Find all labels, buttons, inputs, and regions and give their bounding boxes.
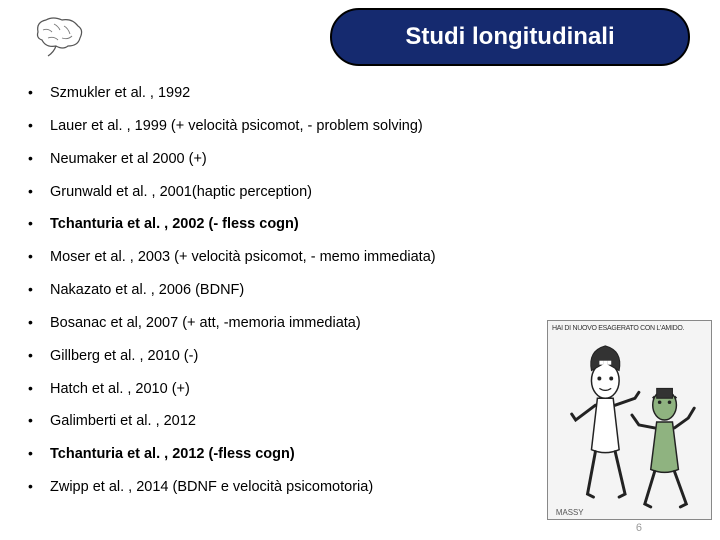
bullet-item: •Tchanturia et al. , 2002 (- fless cogn): [28, 215, 568, 234]
bullet-text: Szmukler et al. , 1992: [50, 84, 190, 103]
bullet-dot-icon: •: [28, 150, 50, 166]
bullet-dot-icon: •: [28, 380, 50, 396]
bullet-item: •Moser et al. , 2003 (+ velocità psicomo…: [28, 248, 568, 267]
cartoon-caption: HAI DI NUOVO ESAGERATO CON L'AMIDO.: [552, 325, 684, 332]
bullet-list: •Szmukler et al. , 1992•Lauer et al. , 1…: [28, 84, 568, 511]
bullet-dot-icon: •: [28, 412, 50, 428]
bullet-text: Nakazato et al. , 2006 (BDNF): [50, 281, 244, 300]
bullet-dot-icon: •: [28, 445, 50, 461]
bullet-dot-icon: •: [28, 248, 50, 264]
bullet-item: •Nakazato et al. , 2006 (BDNF): [28, 281, 568, 300]
bullet-item: •Tchanturia et al. , 2012 (-fless cogn): [28, 445, 568, 464]
bullet-dot-icon: •: [28, 215, 50, 231]
brain-logo: [28, 12, 93, 57]
bullet-dot-icon: •: [28, 281, 50, 297]
bullet-text: Neumaker et al 2000 (+): [50, 150, 207, 169]
bullet-item: •Galimberti et al. , 2012: [28, 412, 568, 431]
bullet-dot-icon: •: [28, 183, 50, 199]
page-title: Studi longitudinali: [405, 23, 614, 51]
bullet-text: Tchanturia et al. , 2012 (-fless cogn): [50, 445, 295, 464]
bullet-item: •Neumaker et al 2000 (+): [28, 150, 568, 169]
page-number: 6: [636, 522, 642, 534]
title-pill: Studi longitudinali: [330, 8, 690, 66]
bullet-text: Hatch et al. , 2010 (+): [50, 380, 190, 399]
bullet-item: •Hatch et al. , 2010 (+): [28, 380, 568, 399]
bullet-dot-icon: •: [28, 117, 50, 133]
bullet-dot-icon: •: [28, 84, 50, 100]
bullet-item: •Gillberg et al. , 2010 (-): [28, 347, 568, 366]
bullet-text: Bosanac et al, 2007 (+ att, -memoria imm…: [50, 314, 361, 333]
bullet-dot-icon: •: [28, 347, 50, 363]
bullet-item: •Bosanac et al, 2007 (+ att, -memoria im…: [28, 314, 568, 333]
bullet-item: •Grunwald et al. , 2001(haptic perceptio…: [28, 183, 568, 202]
bullet-dot-icon: •: [28, 314, 50, 330]
bullet-text: Lauer et al. , 1999 (+ velocità psicomot…: [50, 117, 423, 136]
bullet-text: Galimberti et al. , 2012: [50, 412, 196, 431]
bullet-text: Gillberg et al. , 2010 (-): [50, 347, 198, 366]
bullet-item: •Lauer et al. , 1999 (+ velocità psicomo…: [28, 117, 568, 136]
bullet-dot-icon: •: [28, 478, 50, 494]
bullet-text: Grunwald et al. , 2001(haptic perception…: [50, 183, 312, 202]
bullet-text: Zwipp et al. , 2014 (BDNF e velocità psi…: [50, 478, 373, 497]
cartoon-signature: MASSY: [556, 508, 584, 517]
bullet-text: Tchanturia et al. , 2002 (- fless cogn): [50, 215, 299, 234]
bullet-item: •Szmukler et al. , 1992: [28, 84, 568, 103]
cartoon-image: HAI DI NUOVO ESAGERATO CON L'AMIDO. MASS…: [547, 320, 712, 520]
bullet-text: Moser et al. , 2003 (+ velocità psicomot…: [50, 248, 436, 267]
bullet-item: •Zwipp et al. , 2014 (BDNF e velocità ps…: [28, 478, 568, 497]
